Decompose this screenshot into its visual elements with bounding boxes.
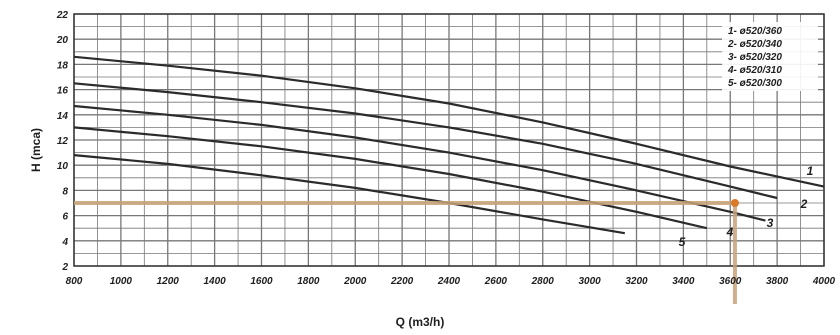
y-tick-label: 8 [62,186,68,197]
legend-background [722,22,818,91]
legend-entry: 4- ø520/310 [727,65,782,76]
x-tick-label: 1600 [250,276,273,287]
grid [73,13,825,267]
x-tick-label: 1800 [297,276,320,287]
y-tick-label: 14 [57,111,69,122]
series-line-5 [73,154,625,235]
y-tick-label: 16 [57,86,69,97]
legend-entry: 3- ø520/320 [728,52,782,63]
x-tick-label: 800 [66,276,83,287]
x-tick-label: 2800 [531,276,555,287]
y-tick-label: 18 [57,60,69,71]
x-axis-title: Q (m3/h) [396,315,445,329]
x-tick-label: 2000 [343,276,367,287]
legend-entry: 1- ø520/360 [728,26,782,37]
curve-label-3: 3 [767,216,774,230]
x-tick-label: 2200 [390,276,414,287]
y-tick-label: 2 [61,262,68,273]
y-tick-label: 22 [56,10,69,21]
x-tick-label: 1200 [157,276,180,287]
x-tick-label: 3800 [766,276,789,287]
series-line-1 [73,55,825,188]
y-tick-label: 20 [56,35,69,46]
x-tick-label: 4000 [812,276,836,287]
curve-label-1: 1 [807,164,814,178]
legend-entry: 5- ø520/300 [728,78,782,89]
curve-label-5: 5 [679,235,686,249]
x-tick-labels: 800 1000 1200 1400 1600 1800 2000 2200 2400 2600 2… [66,276,836,287]
operating-point-marker [730,199,739,207]
x-tick-label: 3200 [625,276,648,287]
plot-frame [73,13,825,267]
x-tick-label: 1400 [204,276,227,287]
x-tick-label: 2600 [484,276,508,287]
curve-label-4: 4 [726,225,734,239]
legend: 1- ø520/360 2- ø520/340 3- ø520/320 4- ø520… [722,22,818,91]
series-line-2 [73,82,778,200]
series-line-4 [73,126,708,230]
x-tick-label: 2400 [437,276,461,287]
x-tick-label: 1000 [110,276,133,287]
y-axis-title: H (mca) [29,128,43,172]
operating-point-lines [74,199,739,304]
y-tick-label: 10 [57,161,69,172]
x-tick-label: 3000 [579,276,602,287]
y-tick-label: 12 [57,136,69,147]
curve-labels: 1 2 3 4 5 [679,164,814,249]
curve-label-2: 2 [800,197,808,211]
legend-entry: 2- ø520/340 [727,39,782,50]
y-tick-label: 6 [62,212,68,223]
x-tick-label: 3600 [719,276,742,287]
y-tick-label: 4 [61,237,68,248]
x-tick-label: 3400 [672,276,695,287]
y-tick-labels: 2 4 6 8 10 12 14 16 18 20 22 [56,10,69,273]
